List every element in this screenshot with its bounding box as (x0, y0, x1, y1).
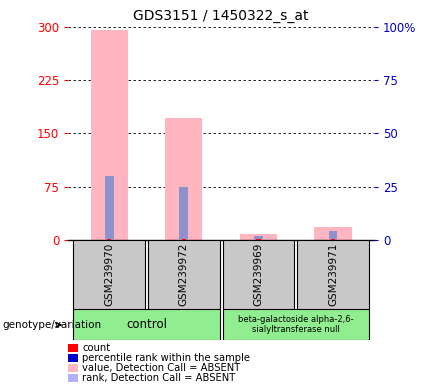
Bar (297, 240, 369, 309)
Text: GSM239972: GSM239972 (179, 243, 189, 306)
Text: GSM239971: GSM239971 (328, 243, 338, 306)
Text: genotype/variation: genotype/variation (2, 320, 101, 330)
Bar (165, 118, 202, 240)
Bar (223, 240, 294, 309)
Bar (107, 238, 111, 240)
Text: GSM239969: GSM239969 (253, 243, 264, 306)
Text: value, Detection Call = ABSENT: value, Detection Call = ABSENT (82, 363, 241, 373)
Text: GSM239970: GSM239970 (104, 243, 114, 306)
Text: control: control (126, 318, 167, 331)
Bar (148, 240, 220, 309)
Bar (180, 187, 188, 240)
Bar (91, 30, 128, 240)
Text: percentile rank within the sample: percentile rank within the sample (82, 353, 250, 363)
Bar (331, 238, 335, 240)
Bar (314, 227, 352, 240)
Bar (254, 236, 263, 240)
Title: GDS3151 / 1450322_s_at: GDS3151 / 1450322_s_at (133, 9, 309, 23)
Bar (329, 232, 337, 240)
Text: count: count (82, 343, 110, 353)
Text: beta-galactoside alpha-2,6-
sialyltransferase null: beta-galactoside alpha-2,6- sialyltransf… (238, 315, 353, 334)
Bar (73, 240, 145, 309)
Bar (240, 234, 277, 240)
Bar (73, 309, 220, 340)
Bar (105, 176, 114, 240)
Bar (182, 238, 186, 240)
Bar (223, 309, 369, 340)
Text: rank, Detection Call = ABSENT: rank, Detection Call = ABSENT (82, 373, 235, 383)
Bar (256, 239, 260, 240)
